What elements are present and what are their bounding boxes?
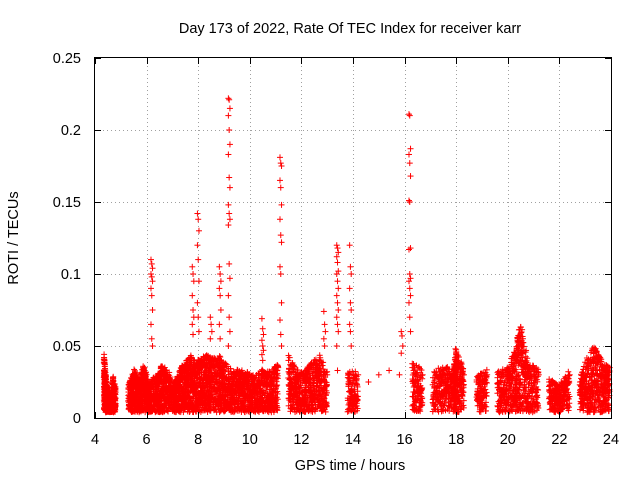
data-point <box>101 359 108 366</box>
data-points <box>100 95 613 416</box>
chart-title: Day 173 of 2022, Rate Of TEC Index for r… <box>179 21 521 37</box>
